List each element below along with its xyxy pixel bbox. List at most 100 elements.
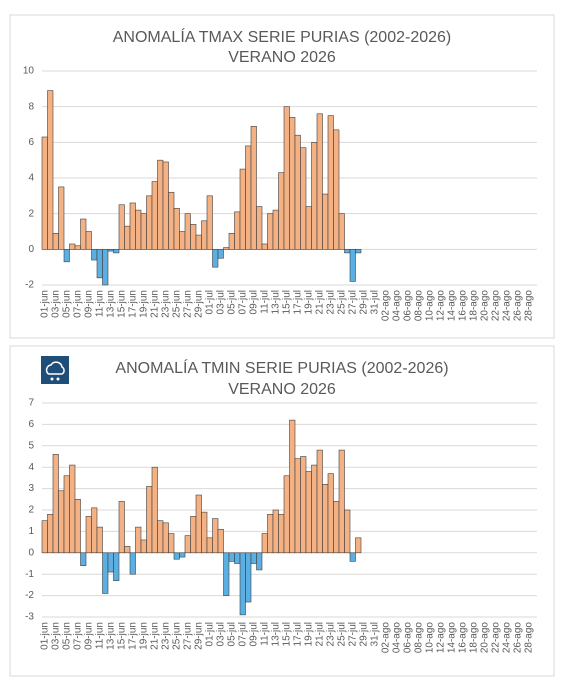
bar <box>283 475 290 554</box>
bar <box>195 234 202 250</box>
bar <box>272 209 279 250</box>
x-tick-label: 01-jun <box>39 622 50 650</box>
bar <box>355 537 362 554</box>
bar <box>206 195 213 250</box>
bar <box>289 117 296 250</box>
bar <box>322 484 329 554</box>
x-tick-label: 29-jul <box>358 622 369 646</box>
x-tick-label: 16-ago <box>457 290 468 322</box>
x-tick-label: 07-jun <box>72 622 83 650</box>
x-tick-label: 09-jul <box>248 290 259 314</box>
x-tick-label: 25-jul <box>336 290 347 314</box>
x-tick-label: 03-jun <box>50 290 61 318</box>
bar <box>316 449 323 554</box>
bar <box>146 486 153 554</box>
bar <box>129 202 136 250</box>
bar <box>261 533 268 554</box>
bar <box>135 526 142 554</box>
bar <box>228 552 235 562</box>
bar <box>47 513 54 554</box>
y-tick-label: 1 <box>28 526 34 537</box>
bar <box>52 232 59 250</box>
x-tick-label: 19-jun <box>138 622 149 650</box>
bar <box>157 159 164 250</box>
x-tick-label: 18-ago <box>468 622 479 654</box>
bar <box>278 513 285 554</box>
bar <box>294 134 301 250</box>
bar <box>217 528 224 554</box>
bar <box>195 494 202 554</box>
bar <box>349 249 356 282</box>
bar <box>300 456 307 554</box>
bar <box>124 225 131 250</box>
x-tick-label: 23-jul <box>325 622 336 646</box>
bar <box>327 115 334 250</box>
bar <box>124 546 131 554</box>
bar <box>96 249 103 279</box>
bar <box>107 249 114 252</box>
x-tick-label: 27-jul <box>347 622 358 646</box>
bar <box>85 231 92 250</box>
y-tick-label: -2 <box>25 590 34 601</box>
x-tick-label: 09-jun <box>83 290 94 318</box>
chart-title: ANOMALÍA TMAX SERIE PURIAS (2002-2026) <box>113 27 452 46</box>
x-tick-label: 01-jul <box>204 622 215 646</box>
x-tick-label: 03-jun <box>50 622 61 650</box>
x-tick-label: 04-ago <box>391 290 402 322</box>
x-tick-label: 26-ago <box>512 622 523 654</box>
bar <box>118 501 125 554</box>
bar <box>41 136 48 250</box>
y-tick-label: 0 <box>28 244 34 255</box>
x-tick-label: 23-jul <box>325 290 336 314</box>
x-tick-label: 17-jul <box>292 290 303 314</box>
x-tick-label: 27-jul <box>347 290 358 314</box>
bar <box>333 501 340 554</box>
x-tick-label: 24-ago <box>501 290 512 322</box>
x-tick-label: 17-jun <box>127 290 138 318</box>
x-tick-label: 21-jul <box>314 622 325 646</box>
bar <box>47 90 54 250</box>
bar <box>91 507 98 554</box>
bar <box>223 552 230 596</box>
x-tick-label: 20-ago <box>479 622 490 654</box>
bar <box>151 466 158 554</box>
x-tick-label: 13-jun <box>105 290 116 318</box>
y-tick-label: 2 <box>28 208 34 219</box>
x-tick-label: 28-ago <box>523 290 534 322</box>
bar <box>305 206 312 250</box>
x-tick-label: 11-jun <box>94 290 105 317</box>
x-tick-label: 14-ago <box>446 290 457 322</box>
x-tick-label: 19-jul <box>303 622 314 646</box>
bar <box>58 186 65 250</box>
y-tick-label: -2 <box>25 280 34 291</box>
x-tick-label: 14-ago <box>446 622 457 654</box>
bar <box>173 552 180 560</box>
x-tick-label: 18-ago <box>468 290 479 322</box>
bar <box>278 172 285 250</box>
bar <box>173 208 180 250</box>
x-tick-label: 10-ago <box>424 290 435 322</box>
bar <box>118 204 125 250</box>
bar <box>102 552 109 594</box>
x-tick-label: 21-jul <box>314 290 325 314</box>
bar <box>107 552 114 573</box>
bar <box>355 249 362 254</box>
y-tick-label: 7 <box>28 398 34 409</box>
chart-frame <box>9 345 555 677</box>
bar <box>69 243 76 250</box>
x-tick-label: 31-jul <box>369 290 380 314</box>
bar <box>327 473 334 554</box>
bar <box>179 231 186 250</box>
bar <box>80 552 87 566</box>
bar <box>151 181 158 250</box>
x-tick-label: 02-ago <box>380 622 391 654</box>
x-tick-label: 23-jun <box>160 622 171 650</box>
bar <box>74 245 81 250</box>
bar <box>250 552 257 564</box>
bar <box>338 213 345 250</box>
bar <box>69 464 76 554</box>
y-tick-label: 6 <box>28 137 34 148</box>
bar <box>250 125 257 250</box>
bar <box>234 211 241 250</box>
x-tick-label: 05-jul <box>226 622 237 646</box>
